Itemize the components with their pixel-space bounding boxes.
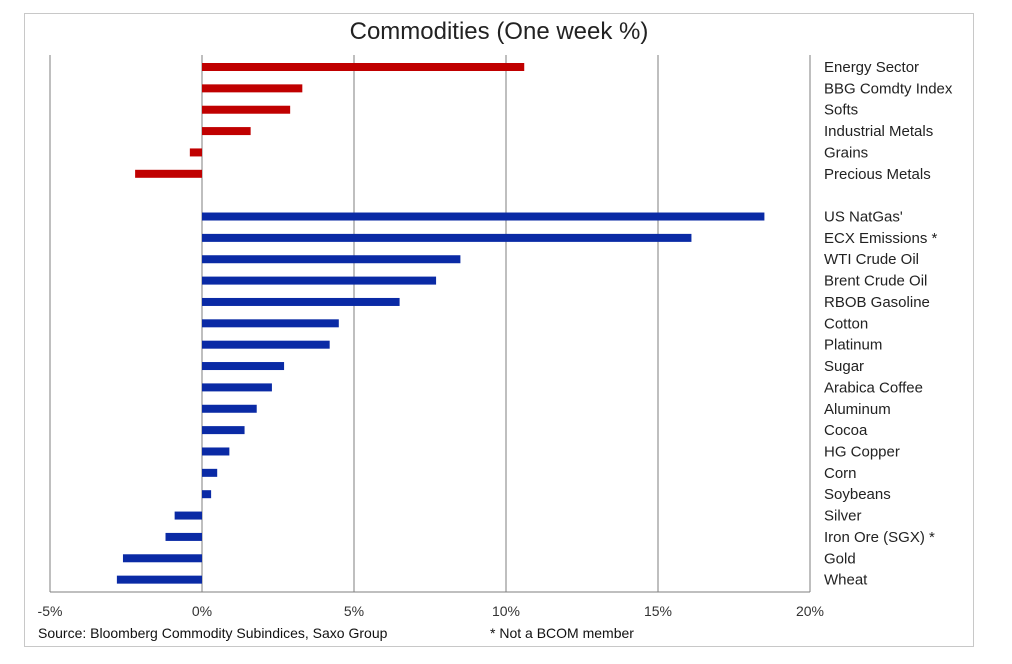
category-label: Gold bbox=[824, 550, 856, 567]
bar bbox=[122, 554, 202, 563]
bar bbox=[202, 362, 285, 371]
bar bbox=[202, 233, 692, 242]
bar bbox=[202, 404, 257, 413]
category-label: Grains bbox=[824, 144, 868, 161]
bar bbox=[202, 127, 251, 136]
bar bbox=[202, 490, 212, 499]
category-label: BBG Comdty Index bbox=[824, 80, 953, 97]
bcom-footnote: * Not a BCOM member bbox=[490, 625, 634, 641]
category-label: Arabica Coffee bbox=[824, 379, 923, 396]
bar bbox=[116, 575, 202, 584]
category-label: ECX Emissions * bbox=[824, 230, 938, 247]
bar bbox=[202, 447, 230, 456]
bar bbox=[202, 426, 245, 435]
bar bbox=[135, 169, 202, 178]
bar bbox=[202, 84, 303, 93]
x-tick-label: 5% bbox=[344, 603, 364, 619]
bar bbox=[202, 468, 218, 477]
category-label: Platinum bbox=[824, 337, 882, 354]
chart-frame bbox=[24, 13, 974, 647]
category-label: Wheat bbox=[824, 572, 868, 589]
category-label: Softs bbox=[824, 102, 858, 119]
category-label: RBOB Gasoline bbox=[824, 294, 930, 311]
category-label: Silver bbox=[824, 508, 862, 525]
bar bbox=[189, 148, 202, 157]
x-tick-label: 10% bbox=[492, 603, 520, 619]
category-label: Soybeans bbox=[824, 486, 891, 503]
category-label: Sugar bbox=[824, 358, 864, 375]
bar bbox=[174, 511, 202, 520]
category-label: Cotton bbox=[824, 315, 868, 332]
x-tick-label: 20% bbox=[796, 603, 824, 619]
bar bbox=[202, 255, 461, 264]
category-label: HG Copper bbox=[824, 443, 900, 460]
category-label: US NatGas' bbox=[824, 209, 903, 226]
bar bbox=[202, 212, 765, 221]
bar bbox=[202, 63, 525, 71]
category-label: Corn bbox=[824, 465, 857, 482]
x-tick-label: 15% bbox=[644, 603, 672, 619]
bar bbox=[202, 340, 330, 349]
category-label: Precious Metals bbox=[824, 166, 931, 183]
category-label: Aluminum bbox=[824, 401, 891, 418]
x-tick-label: -5% bbox=[38, 603, 63, 619]
x-tick-label: 0% bbox=[192, 603, 212, 619]
category-label: Energy Sector bbox=[824, 59, 919, 76]
category-label: Brent Crude Oil bbox=[824, 273, 927, 290]
bar bbox=[202, 105, 291, 114]
category-label: Cocoa bbox=[824, 422, 868, 439]
bar bbox=[202, 276, 437, 285]
category-label: Iron Ore (SGX) * bbox=[824, 529, 935, 546]
category-label: Industrial Metals bbox=[824, 123, 933, 140]
chart-title: Commodities (One week %) bbox=[349, 18, 649, 45]
category-label: WTI Crude Oil bbox=[824, 251, 919, 268]
bar bbox=[202, 383, 272, 392]
bar bbox=[202, 297, 400, 306]
bar bbox=[202, 319, 339, 328]
bar bbox=[165, 532, 202, 541]
source-note: Source: Bloomberg Commodity Subindices, … bbox=[38, 625, 388, 641]
